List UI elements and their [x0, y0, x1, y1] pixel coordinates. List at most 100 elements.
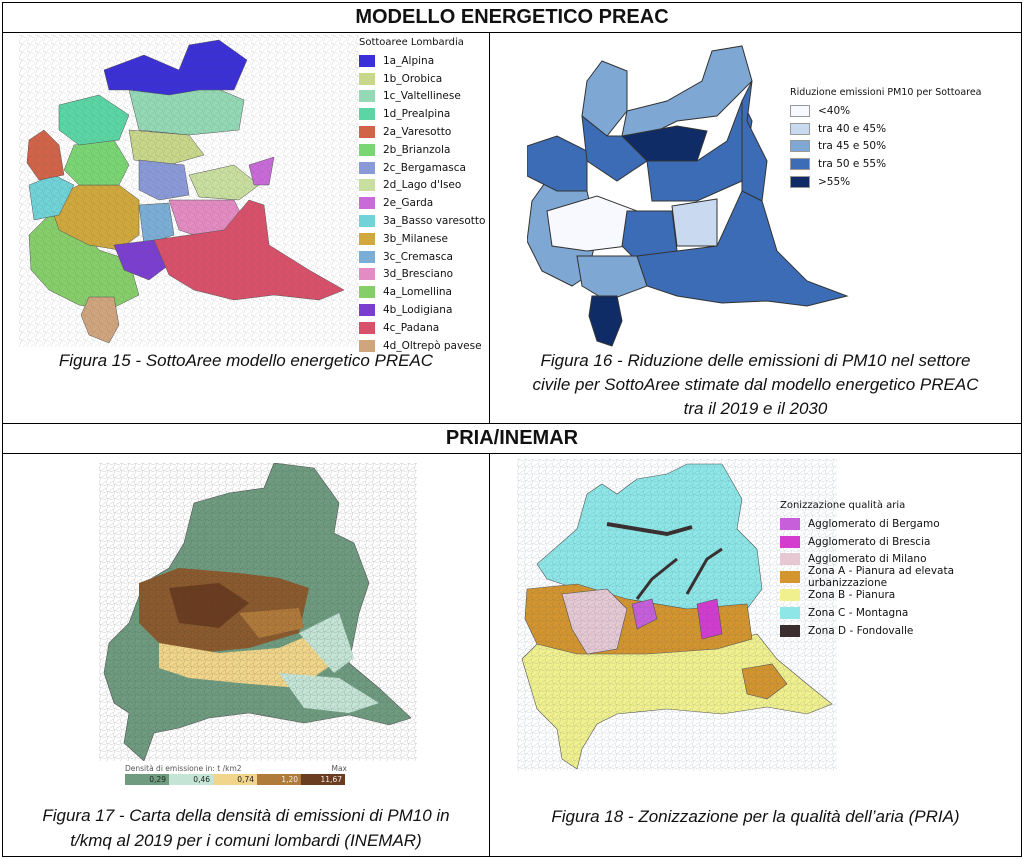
- legend-swatch: [790, 104, 810, 117]
- legend-swatch: [359, 215, 375, 228]
- legend-swatch: [359, 321, 375, 334]
- legend-label: 1c_Valtellinese: [383, 90, 461, 103]
- legend-item: 2d_Lago d'Iseo: [359, 177, 485, 195]
- legend-label: 2c_Bergamasca: [383, 161, 466, 174]
- legend-label: Zona A - Pianura ad elevata urbanizzazio…: [808, 565, 955, 590]
- legend-swatch: [359, 304, 375, 317]
- legend-label: 3a_Basso varesotto: [383, 215, 486, 228]
- density-scale: Densità di emissione in: t /km2 Max 0,29…: [125, 764, 347, 785]
- legend-item: 1a_Alpina: [359, 52, 485, 70]
- scale-max: Max: [331, 764, 347, 773]
- area-south: [576, 255, 648, 302]
- legend-item: 3d_Bresciano: [359, 266, 485, 284]
- legend-swatch: [359, 90, 375, 103]
- legend-item: 4c_Padana: [359, 319, 485, 337]
- legend-item: Agglomerato di Milano: [780, 551, 1021, 569]
- legend-item: <40%: [790, 102, 982, 120]
- legend-swatch: [359, 286, 375, 299]
- legend-label: Zona D - Fondovalle: [808, 624, 914, 637]
- divider: [3, 423, 1021, 424]
- legend-item: 1d_Prealpina: [359, 105, 485, 123]
- legend-swatch: [780, 517, 800, 530]
- legend-swatch: [780, 553, 800, 566]
- area-east-light: [671, 198, 718, 247]
- legend-fig18: Zonizzazione qualità aria Agglomerato di…: [780, 500, 1021, 640]
- legend-item: Agglomerato di Brescia: [780, 533, 1021, 551]
- section-title-pria: PRIA/INEMAR: [3, 424, 1021, 454]
- legend-label: tra 45 e 50%: [818, 140, 887, 153]
- legend-label: Agglomerato di Milano: [808, 553, 927, 566]
- legend-label: 2e_Garda: [383, 197, 434, 210]
- legend-item: Agglomerato di Bergamo: [780, 515, 1021, 533]
- caption-fig15: Figura 15 - SottoAree modello energetico…: [58, 351, 434, 370]
- legend-label: >55%: [818, 176, 851, 189]
- scale-segment: 0,46: [169, 774, 213, 785]
- column-divider: [489, 33, 490, 423]
- legend-label: Agglomerato di Bergamo: [808, 517, 940, 530]
- legend-item: 4d_Oltrepò pavese: [359, 337, 485, 355]
- legend-swatch: [359, 232, 375, 245]
- legend-label: 3c_Cremasca: [383, 250, 453, 263]
- legend-label: 1a_Alpina: [383, 54, 435, 67]
- caption-line: civile per SottoAree stimate dal modello…: [532, 375, 979, 394]
- scale-title: Densità di emissione in: t /km2: [125, 764, 242, 773]
- legend-title: Riduzione emissioni PM10 per Sottoarea: [790, 87, 982, 98]
- legend-label: Agglomerato di Brescia: [808, 535, 931, 548]
- legend-label: 1d_Prealpina: [383, 108, 451, 121]
- legend-item: 3c_Cremasca: [359, 248, 485, 266]
- area-alpine-2: [621, 45, 753, 137]
- legend-swatch: [780, 571, 800, 584]
- caption-fig17: Figura 17 - Carta della densità di emiss…: [3, 803, 489, 853]
- legend-label: 4b_Lodigiana: [383, 304, 453, 317]
- legend-label: 4d_Oltrepò pavese: [383, 339, 482, 352]
- legend-label: tra 50 e 55%: [818, 158, 887, 171]
- caption-fig18: Figura 18 - Zonizzazione per la qualità …: [551, 807, 960, 826]
- legend-label: 3d_Bresciano: [383, 268, 454, 281]
- map-fig15: [19, 35, 359, 347]
- legend-item: tra 40 e 45%: [790, 120, 982, 138]
- legend-item: 4a_Lomellina: [359, 283, 485, 301]
- area-north-west: [527, 135, 588, 192]
- legend-swatch: [359, 179, 375, 192]
- legend-label: Zona B - Pianura: [808, 589, 896, 602]
- column-divider: [489, 454, 490, 856]
- legend-item: 3a_Basso varesotto: [359, 212, 485, 230]
- legend-item: 3b_Milanese: [359, 230, 485, 248]
- legend-swatch: [359, 143, 375, 156]
- legend-label: 2a_Varesotto: [383, 126, 452, 139]
- caption-line: Figura 17 - Carta della densità di emiss…: [42, 806, 450, 825]
- legend-item: tra 45 e 50%: [790, 138, 982, 156]
- legend-swatch: [780, 589, 800, 602]
- caption-fig16: Figura 16 - Riduzione delle emissioni di…: [490, 349, 1021, 421]
- legend-swatch: [359, 108, 375, 121]
- legend-item: 2a_Varesotto: [359, 123, 485, 141]
- legend-item: tra 50 e 55%: [790, 155, 982, 173]
- legend-swatch: [359, 72, 375, 85]
- legend-item: 1b_Orobica: [359, 70, 485, 88]
- legend-item: 4b_Lodigiana: [359, 301, 485, 319]
- scale-segment: 0,74: [213, 774, 257, 785]
- legend-swatch: [359, 126, 375, 139]
- legend-swatch: [790, 122, 810, 135]
- legend-swatch: [790, 158, 810, 171]
- legend-fig15: Sottoaree Lombardia 1a_Alpina 1b_Orobica 1…: [359, 37, 485, 355]
- scale-segment: 1,20: [257, 774, 301, 785]
- legend-label: tra 40 e 45%: [818, 122, 887, 135]
- legend-swatch: [780, 606, 800, 619]
- legend-title: Sottoaree Lombardia: [359, 37, 464, 48]
- legend-label: 2d_Lago d'Iseo: [383, 179, 462, 192]
- legend-swatch: [780, 624, 800, 637]
- legend-label: 3b_Milanese: [383, 232, 448, 245]
- legend-item: Zona A - Pianura ad elevata urbanizzazio…: [780, 565, 1021, 590]
- legend-swatch: [790, 140, 810, 153]
- legend-label: <40%: [818, 104, 851, 117]
- legend-item: Zona C - Montagna: [780, 604, 1021, 622]
- legend-label: 1b_Orobica: [383, 72, 443, 85]
- legend-swatch: [359, 250, 375, 263]
- map-fig16: [527, 45, 849, 347]
- map-fig17: [99, 463, 417, 761]
- legend-swatch: [359, 197, 375, 210]
- legend-item: 2e_Garda: [359, 194, 485, 212]
- section-title-preac: MODELLO ENERGETICO PREAC: [3, 3, 1021, 33]
